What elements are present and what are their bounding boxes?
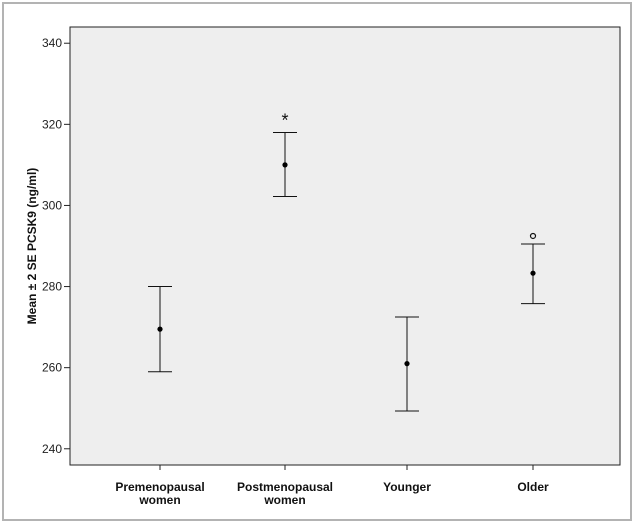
category-labels: Premenopausal women Postmenopausal women You…	[115, 480, 549, 507]
x-axis-ticks	[159, 465, 534, 470]
mean-point	[157, 326, 163, 332]
significance-marker: *	[281, 110, 288, 130]
category-label: Premenopausal women	[115, 480, 204, 507]
mean-point	[530, 270, 536, 276]
significance-marker	[529, 232, 537, 240]
y-tick-label: 280	[42, 280, 62, 294]
significance-markers: *	[281, 110, 537, 240]
y-tick-label: 320	[42, 117, 62, 131]
y-axis-ticks: 240 260 280 300 320 340	[42, 36, 70, 456]
y-tick-label: 300	[42, 198, 62, 212]
mean-point	[404, 361, 410, 367]
category-label: Younger	[383, 480, 431, 494]
plot-area	[69, 26, 621, 466]
category-label: Older	[517, 480, 549, 494]
y-tick-label: 240	[42, 442, 62, 456]
error-bars	[148, 131, 545, 412]
y-tick-label: 260	[42, 361, 62, 375]
y-tick-label: 340	[42, 36, 62, 50]
mean-point	[282, 162, 288, 168]
y-axis-title: Mean ± 2 SE PCSK9 (ng/ml)	[25, 168, 39, 325]
category-label: Postmenopausal women	[237, 480, 333, 507]
